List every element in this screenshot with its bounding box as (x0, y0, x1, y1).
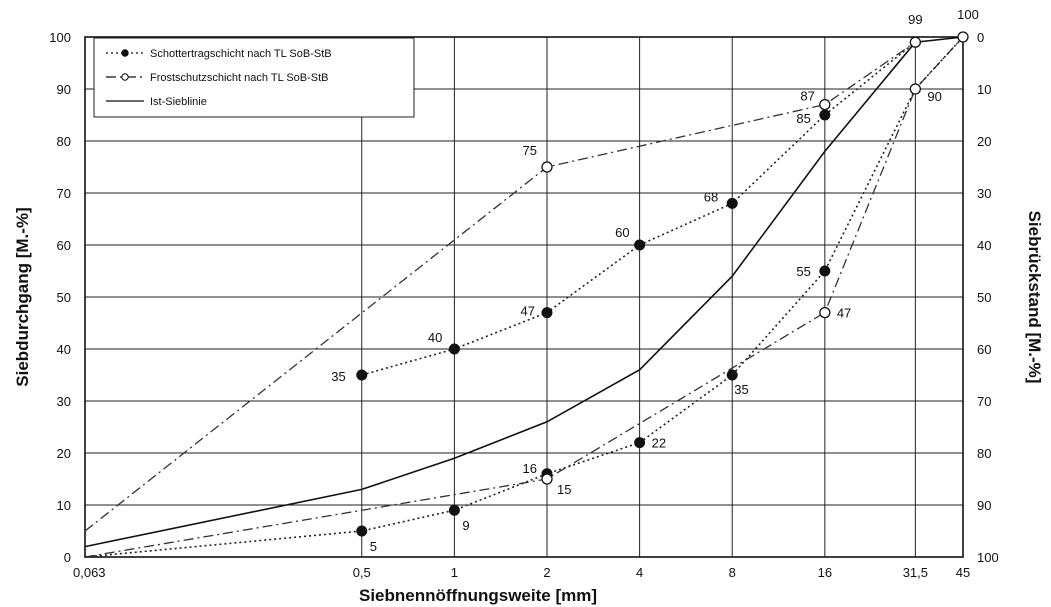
data-label: 47 (837, 306, 851, 321)
legend-entry: Ist-Sieblinie (150, 96, 207, 108)
schottertrag-marker (356, 525, 368, 537)
frostschutz-marker (909, 36, 921, 48)
y2-tick-label: 30 (977, 186, 991, 201)
data-label: 22 (652, 436, 666, 451)
frostschutz-marker (541, 473, 553, 485)
y-tick-label: 100 (49, 30, 71, 45)
y-tick-label: 20 (57, 446, 71, 461)
y-tick-label: 30 (57, 394, 71, 409)
frostschutz-marker (957, 31, 969, 43)
data-label: 16 (523, 461, 537, 476)
data-label: 99 (908, 12, 922, 27)
y2-tick-label: 50 (977, 290, 991, 305)
data-label: 55 (796, 264, 810, 279)
x-tick-label: 4 (636, 565, 643, 580)
schottertrag-marker (448, 343, 460, 355)
data-label: 68 (704, 189, 718, 204)
y-tick-label: 80 (57, 134, 71, 149)
x-axis-title: Siebnennöffnungsweite [mm] (359, 586, 597, 605)
ist-sieblinie-line (84, 36, 964, 548)
legend-box (93, 37, 415, 118)
x-tick-label: 0,5 (353, 565, 371, 580)
x-tick-label: 8 (729, 565, 736, 580)
x-tick-label: 45 (956, 565, 970, 580)
data-label: 75 (523, 143, 537, 158)
y-axis-title: Siebdurchgang [M.-%] (13, 207, 32, 386)
data-label: 85 (796, 111, 810, 126)
y2-tick-label: 90 (977, 498, 991, 513)
data-label: 40 (428, 330, 442, 345)
y2-tick-label: 100 (977, 550, 999, 565)
frostschutz-marker (819, 98, 831, 111)
schottertrag-marker (726, 197, 738, 209)
y-tick-label: 70 (57, 186, 71, 201)
legend: Schottertragschicht nach TL SoB-StB Frost… (93, 37, 415, 118)
schottertrag-marker (819, 265, 831, 277)
data-label: 15 (557, 482, 571, 497)
schottertrag-marker (726, 369, 738, 381)
y-tick-label: 60 (57, 238, 71, 253)
data-label: 35 (331, 369, 345, 384)
legend-marker (121, 73, 129, 81)
y-tick-label: 0 (64, 550, 71, 565)
y2-tick-label: 60 (977, 342, 991, 357)
schottertrag-marker (819, 109, 831, 121)
y2-axis-title: Siebrückstand [M.-%] (1025, 211, 1044, 384)
tick-labels: 0102030405060708090100100908070605040302… (49, 30, 998, 580)
x-tick-label: 1 (451, 565, 458, 580)
y-tick-label: 10 (57, 498, 71, 513)
frostschutz-marker (541, 161, 553, 173)
x-tick-label: 16 (818, 565, 832, 580)
plot-frame (84, 36, 964, 558)
data-label: 47 (521, 304, 535, 319)
schottertrag-marker (634, 437, 646, 449)
legend-marker (121, 49, 129, 57)
data-label: 5 (370, 539, 377, 554)
data-label: 87 (800, 89, 814, 104)
frostschutz-marker (819, 306, 831, 319)
y-tick-label: 50 (57, 290, 71, 305)
x-tick-label: 0,063 (73, 565, 106, 580)
y-tick-label: 90 (57, 82, 71, 97)
grid (84, 36, 964, 558)
y2-tick-label: 20 (977, 134, 991, 149)
frostschutz-marker (909, 83, 921, 95)
schottertrag-marker (448, 504, 460, 516)
data-label: 100 (957, 7, 979, 22)
schottertrag-marker (356, 369, 368, 381)
legend-entry: Frostschutzschicht nach TL SoB-StB (150, 72, 329, 84)
x-tick-label: 2 (543, 565, 550, 580)
data-label: 60 (615, 225, 629, 240)
y2-tick-label: 40 (977, 238, 991, 253)
y2-tick-label: 10 (977, 82, 991, 97)
schottertrag-marker (541, 307, 553, 319)
data-label: 35 (734, 382, 748, 397)
data-label: 90 (927, 89, 941, 104)
y2-tick-label: 70 (977, 394, 991, 409)
data-label: 9 (462, 518, 469, 533)
x-tick-label: 31,5 (903, 565, 928, 580)
y2-tick-label: 80 (977, 446, 991, 461)
y-tick-label: 40 (57, 342, 71, 357)
y2-tick-label: 0 (977, 30, 984, 45)
legend-entry: Schottertragschicht nach TL SoB-StB (150, 48, 332, 60)
schottertrag-marker (634, 239, 646, 251)
data-series: 35 40 47 60 68 85 99 5 9 16 22 35 55 90 100 75 87 15 47 (84, 7, 979, 558)
